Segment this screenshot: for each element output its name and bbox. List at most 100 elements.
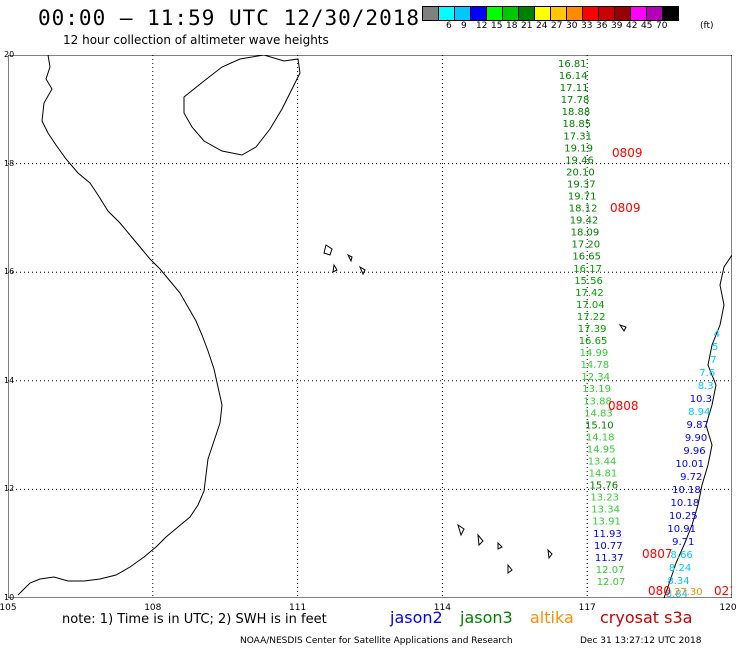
colorbar-swatch	[487, 6, 503, 21]
swh-value: 7.6	[699, 368, 715, 379]
swh-value: 12.34	[581, 372, 610, 383]
colorbar-tick: 15	[491, 21, 503, 31]
map-panel: 16.81 16.14 17.11 17.78 18.88 18.85 17.31 19.19…	[8, 55, 732, 598]
swh-value: 13.91	[592, 517, 621, 528]
swh-value: 16.14	[559, 71, 588, 82]
time-tag: 0809	[612, 146, 643, 160]
swh-value: 15.76	[590, 481, 619, 492]
graticule	[8, 55, 732, 598]
swh-value: 14.95	[587, 444, 616, 455]
swh-value: 17.31	[563, 131, 592, 142]
swh-value: 11.93	[593, 529, 622, 540]
swh-value: 10.25	[669, 511, 698, 522]
colorbar-tick: 39	[611, 21, 623, 31]
time-tag: 0809	[610, 201, 641, 215]
coastline-vietnam	[17, 55, 223, 596]
swh-value: 12.07	[596, 565, 625, 576]
swh-value: 17.22	[577, 312, 606, 323]
altika-value: 27.30	[674, 587, 703, 598]
colorbar-swatch	[519, 6, 535, 21]
colorbar-swatch	[503, 6, 519, 21]
swh-value: 19.71	[568, 192, 597, 203]
swh-value: 14.99	[580, 348, 609, 359]
swh-value: 14.83	[584, 408, 613, 419]
lon-label: 108	[144, 603, 162, 613]
colorbar-swatch	[599, 6, 615, 21]
colorbar-swatch	[583, 6, 599, 21]
swh-value: 19.42	[570, 216, 599, 227]
swh-value: 13.23	[590, 493, 619, 504]
time-tag: 080	[648, 584, 671, 598]
swh-value: 7	[710, 355, 716, 366]
note: note: 1) Time is in UTC; 2) SWH is in fe…	[62, 612, 327, 627]
colorbar-tick: 18	[506, 21, 518, 31]
swh-value: 13.88	[583, 396, 612, 407]
swh-value: 17.78	[561, 95, 590, 106]
swh-value: 8.94	[688, 407, 710, 418]
swh-value: 8.84	[666, 589, 688, 598]
swh-value: 19.19	[564, 143, 593, 154]
swh-value: 19.46	[565, 155, 594, 166]
lat-label: 20	[4, 50, 15, 59]
coastline-hainan	[183, 55, 301, 156]
lon-label: 105	[0, 603, 17, 613]
swh-value: 17.04	[576, 300, 605, 311]
colorbar-tick: 27	[551, 21, 563, 31]
swh-value: 10.91	[667, 524, 696, 535]
lon-label: 111	[289, 603, 307, 613]
swh-value: 5	[712, 342, 718, 353]
colorbar-swatch	[567, 6, 583, 21]
swh-value: 9.71	[672, 537, 694, 548]
colorbar-swatch	[647, 6, 663, 21]
time-tag: 021	[714, 584, 732, 598]
colorbar-tick: 12	[476, 21, 488, 31]
swh-value: 18.09	[571, 228, 600, 239]
lat-label: 14	[4, 375, 15, 385]
map-frame	[8, 55, 732, 598]
swh-value: 17.20	[572, 240, 601, 251]
colorbar-swatch	[551, 6, 567, 21]
swh-value: 17.11	[560, 83, 589, 94]
swh-value: 15.56	[574, 276, 603, 287]
legend-item: altika	[530, 608, 574, 627]
lon-label: 117	[578, 603, 596, 613]
swh-value: 9.96	[683, 446, 705, 457]
swh-value: 9.87	[687, 420, 709, 431]
legend-item: jason3	[460, 608, 513, 627]
colorbar-unit: (ft)	[700, 21, 714, 31]
time-tag: 0807	[642, 547, 673, 561]
swh-value: 16.17	[573, 264, 602, 275]
footer-agency: NOAA/NESDIS Center for Satellite Applica…	[240, 636, 513, 646]
legend-item: cryosat s3a	[600, 608, 693, 627]
legend-item: jason2	[390, 608, 443, 627]
subtitle: 12 hour collection of altimeter wave hei…	[63, 33, 329, 47]
colorbar-swatch	[439, 6, 455, 21]
swh-value: 8.66	[671, 550, 693, 561]
colorbar-tick: 6	[446, 21, 452, 31]
lon-label: 114	[433, 603, 451, 613]
swh-value: 14.81	[589, 469, 618, 480]
lat-label: 18	[4, 158, 15, 168]
swh-value: 18.88	[562, 107, 591, 118]
swh-value: 16.65	[579, 336, 608, 347]
swh-value: 17.42	[575, 288, 604, 299]
swh-value: 12.07	[597, 577, 626, 588]
swh-value: 20.10	[566, 167, 595, 178]
colorbar-tick: 70	[656, 21, 668, 31]
swh-value: 10.77	[594, 541, 623, 552]
swh-value: 8.3	[698, 381, 714, 392]
swh-value: 16.81	[558, 59, 587, 70]
colorbar-swatch	[535, 6, 551, 21]
colorbar-tick: 24	[536, 21, 548, 31]
colorbar-swatch	[615, 6, 631, 21]
swh-value: 13.19	[582, 384, 611, 395]
colorbar-tick: 45	[641, 21, 653, 31]
colorbar-tick: 21	[521, 21, 533, 31]
colorbar-swatch	[422, 6, 439, 21]
swh-value: 19.37	[567, 179, 596, 190]
swh-value: 15.10	[585, 420, 614, 431]
swh-value: 8.34	[667, 576, 689, 587]
colorbar-tick: 36	[596, 21, 608, 31]
colorbar-tick: 42	[626, 21, 638, 31]
swh-value: 11.37	[595, 553, 624, 564]
